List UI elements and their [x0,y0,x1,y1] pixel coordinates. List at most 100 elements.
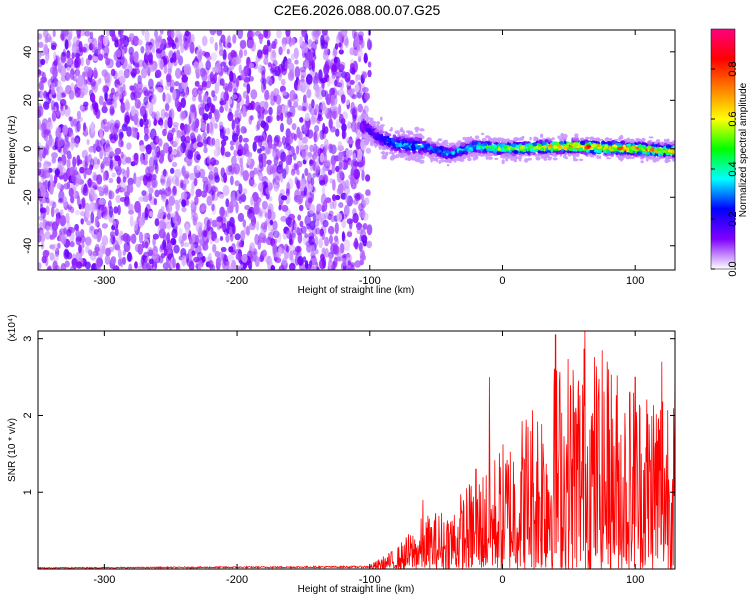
noise-cell [59,209,64,217]
signal-cell [379,145,383,149]
noise-cell [313,130,317,143]
noise-cell [63,183,71,190]
noise-cell [214,42,218,52]
noise-cell [293,163,298,171]
noise-cell [237,30,244,39]
noise-cell [87,177,92,188]
noise-cell [148,192,153,201]
noise-cell [45,55,49,65]
spectrogram-xtick-label: -100 [359,275,381,287]
signal-cell [503,145,508,149]
noise-cell [304,260,309,270]
signal-cell [405,142,409,146]
noise-cell [174,168,182,179]
signal-cell [625,152,630,155]
noise-cell [191,250,196,256]
noise-cell [67,204,72,210]
signal-cell [444,147,449,150]
noise-cell [104,254,111,265]
noise-cell [327,225,335,235]
noise-cell [168,146,173,155]
signal-cell [492,144,497,149]
noise-cell [97,35,102,47]
noise-cell [329,178,334,184]
noise-cell [80,218,84,225]
noise-cell [186,124,190,137]
signal-cell [665,152,671,154]
noise-cell [122,249,127,256]
noise-cell [153,120,157,126]
noise-cell [59,98,67,107]
signal-cell [614,138,619,142]
noise-cell [238,196,243,204]
noise-cell [147,186,154,194]
noise-cell [84,30,91,37]
noise-cell [366,240,373,249]
noise-cell [277,246,283,256]
noise-cell [200,99,205,108]
noise-cell [325,93,332,106]
noise-cell [133,51,139,63]
noise-cell [218,193,225,199]
noise-cell [62,144,68,155]
noise-cell [219,206,226,218]
signal-cell [646,151,651,155]
noise-cell [227,42,232,49]
noise-cell [172,89,177,101]
noise-cell [110,256,117,265]
noise-cell [362,212,369,221]
noise-cell [105,57,111,66]
noise-cell [282,168,287,179]
signal-cell [596,137,601,142]
signal-cell [615,152,619,155]
noise-cell [340,94,346,104]
noise-cell [162,168,167,177]
signal-cell [586,144,592,149]
noise-cell [115,91,123,100]
noise-cell [272,243,278,254]
noise-cell [75,251,83,261]
noise-cell [124,185,130,197]
signal-cell [401,139,406,143]
noise-cell [111,172,116,178]
noise-cell [141,260,148,270]
signal-cell [524,158,529,163]
noise-cell [149,171,154,183]
noise-cell [38,181,43,188]
noise-cell [64,39,69,50]
noise-cell [338,64,345,71]
noise-cell [335,165,340,173]
signal-cell [630,139,634,143]
noise-cell [214,111,221,120]
noise-cell [214,63,222,74]
noise-cell [302,94,307,104]
noise-cell [309,220,316,231]
noise-cell [329,126,336,133]
signal-cell [501,147,505,152]
noise-cell [68,187,74,198]
noise-cell [204,103,210,112]
noise-cell [175,49,181,61]
signal-cell [454,152,459,157]
noise-cell [96,231,102,243]
noise-cell [238,49,243,59]
signal-cell [440,152,447,157]
noise-cell [288,62,295,73]
signal-cell [419,128,425,132]
noise-cell [109,231,115,238]
signal-cell [553,148,559,151]
signal-cell [407,130,414,135]
spectrogram-xtick-label: 100 [626,275,644,287]
signal-cell [455,156,462,161]
noise-cell [211,90,216,98]
noise-cell [218,49,224,56]
noise-cell [321,30,328,36]
noise-cell [361,250,365,260]
noise-cell [253,167,258,175]
signal-cell [393,149,399,152]
noise-cell [183,63,189,75]
noise-cell [157,38,165,51]
noise-cell [80,56,84,67]
noise-cell [157,86,163,93]
noise-cell [258,153,263,163]
